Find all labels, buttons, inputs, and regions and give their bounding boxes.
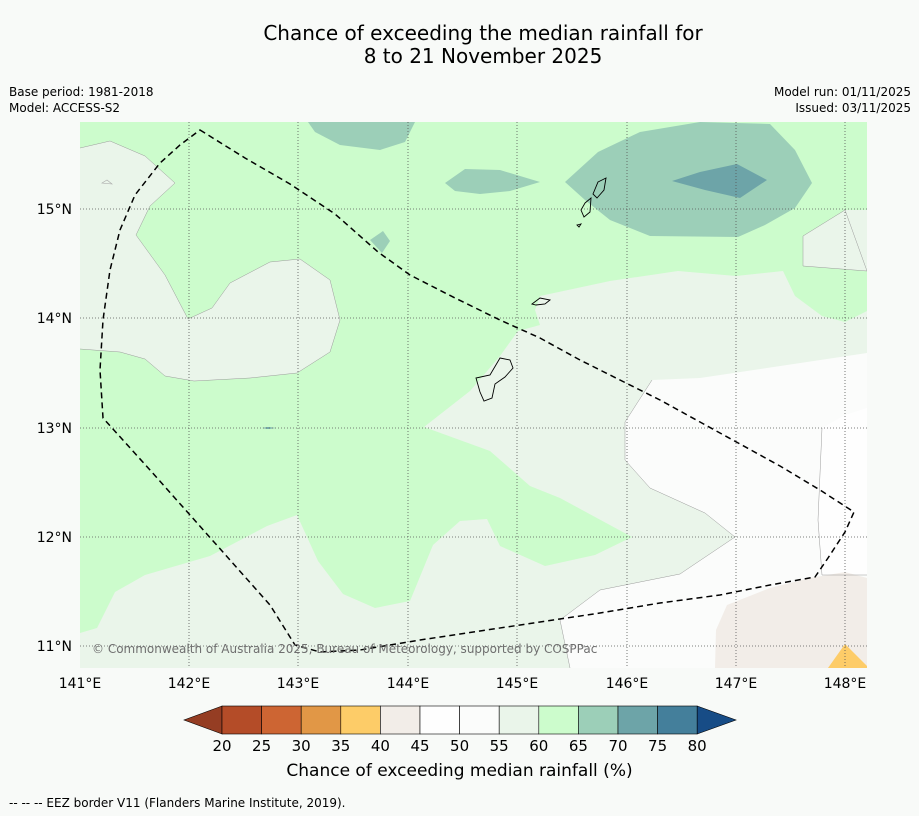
colorbar-tick: 60 [529,737,548,755]
colorbar-segment [419,705,460,735]
field-60-65-main [80,122,867,633]
field-35-40-corner [828,644,867,668]
lon-label: 141°E [59,676,102,692]
colorbar [183,705,737,735]
colorbar-segment [578,705,619,735]
island-guam [475,357,514,402]
colorbar-tick: 25 [252,737,271,755]
lon-label: 143°E [277,676,320,692]
island-tinian [580,196,592,218]
lon-label: 144°E [387,676,430,692]
meta-right: Model run: 01/11/2025 Issued: 03/11/2025 [774,84,911,116]
lon-label: 146°E [606,676,649,692]
colorbar-tick: 45 [410,737,429,755]
colorbar-tick: 65 [569,737,588,755]
title-line-2: 8 to 21 November 2025 [363,44,603,68]
eez-footnote: -- -- -- EEZ border V11 (Flanders Marine… [9,796,346,810]
lat-label: 15°N [37,202,72,218]
field-small-spot [101,179,113,185]
colorbar-segment [380,705,421,735]
copyright-text: © Commonwealth of Australia 2025, Bureau… [92,642,597,656]
colorbar-over-arrow [696,705,737,735]
island-rota [530,297,552,306]
colorbar-tick: 80 [688,737,707,755]
model-name: Model: ACCESS-S2 [9,101,121,115]
field-65-70-patch-a [445,169,540,194]
colorbar-tick: 50 [450,737,469,755]
lon-label: 148°E [824,676,867,692]
map-plot-area: © Commonwealth of Australia 2025, Bureau… [80,122,867,668]
colorbar-tick: 20 [212,737,231,755]
colorbar-tick: 75 [648,737,667,755]
colorbar-segment [498,705,540,735]
graticule [80,122,867,668]
colorbar-tick: 70 [608,737,627,755]
colorbar-ticks: 20 25 30 35 40 45 50 55 60 65 70 75 80 [212,737,706,755]
colorbar-tick: 55 [490,737,509,755]
colorbar-segment [221,705,262,735]
lat-label: 11°N [37,639,72,655]
island-aguijan [576,223,583,228]
colorbar-tick: 40 [371,737,390,755]
eez-border [99,129,855,653]
field-65-70-patch-b [370,231,390,253]
model-run: Model run: 01/11/2025 [773,85,911,99]
base-period: Base period: 1981-2018 [9,85,154,99]
axis-labels: 141°E 142°E 143°E 144°E 145°E 146°E 147°… [37,202,867,692]
islands [475,177,607,402]
colorbar-segment [459,705,500,735]
issued-date: Issued: 03/11/2025 [795,101,911,115]
colorbar-tick: 30 [292,737,311,755]
title-line-1: Chance of exceeding the median rainfall … [263,21,703,45]
colorbar-tick: 35 [331,737,350,755]
field-40-45-southeast [715,572,867,668]
field-55-60-west [80,141,340,381]
colorbar-under-arrow [183,705,223,735]
map-title: Chance of exceeding the median rainfall … [0,22,919,68]
lat-label: 14°N [37,311,72,327]
colorbar-segment [657,705,698,735]
colorbar-segment [617,705,658,735]
colorbar-segment [261,705,302,735]
lat-label: 12°N [37,530,72,546]
lat-label: 13°N [37,421,72,437]
field-65-70-north [308,122,415,150]
field-70-75-core [672,164,767,198]
field-45-50-east [818,408,867,575]
contour-lines [80,140,867,668]
colorbar-segment [300,705,342,735]
lon-label: 145°E [496,676,539,692]
colorbar-title: Chance of exceeding median rainfall (%) [286,761,633,781]
colorbar-segment [340,705,381,735]
island-saipan [592,177,607,199]
lon-label: 147°E [715,676,758,692]
lon-label: 142°E [168,676,211,692]
meta-left: Base period: 1981-2018 Model: ACCESS-S2 [9,84,154,116]
colorbar-segment [538,705,579,735]
